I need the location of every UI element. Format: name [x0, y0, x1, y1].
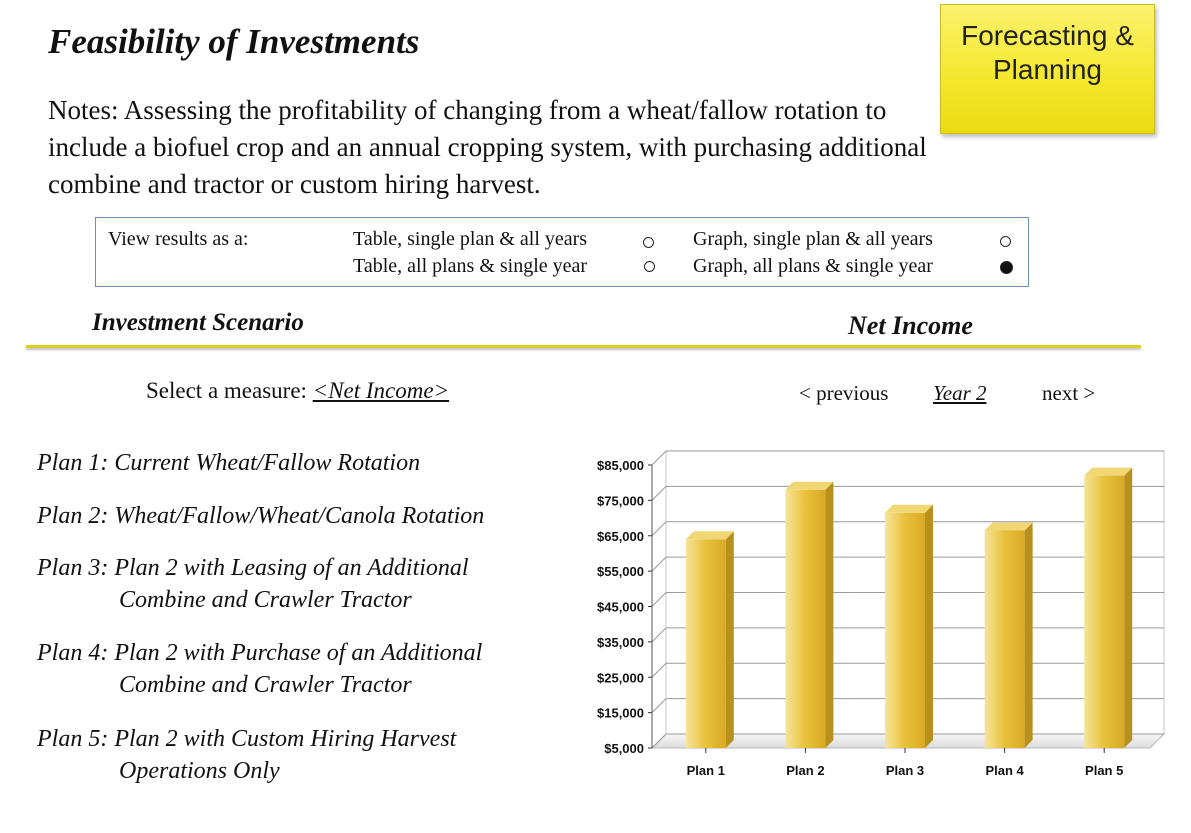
plan-4-description: Plan 4: Plan 2 with Purchase of an Addit… — [37, 637, 482, 701]
bar-side — [1124, 467, 1133, 748]
plan-1-description: Plan 1: Current Wheat/Fallow Rotation — [37, 447, 420, 479]
measure-selector: Select a measure: <Net Income> — [146, 378, 449, 404]
chart-gridline — [651, 521, 1164, 537]
x-axis-tick-label: Plan 5 — [1085, 763, 1123, 778]
radio-graph-all-plans[interactable] — [1000, 261, 1013, 274]
section-divider — [26, 345, 1141, 348]
notes-text: Notes: Assessing the profitability of ch… — [48, 95, 927, 199]
investment-scenario-heading: Investment Scenario — [92, 309, 304, 336]
plan-line-2: Combine and Crawler Tractor — [119, 587, 412, 613]
x-axis-tick-label: Plan 1 — [687, 763, 725, 778]
bar-side — [825, 481, 834, 748]
radio-table-single-plan[interactable] — [643, 237, 654, 248]
plan-line-1: Plan 5: Plan 2 with Custom Hiring Harves… — [37, 726, 457, 752]
section-badge: Forecasting & Planning — [940, 4, 1155, 134]
plan-5-description: Plan 5: Plan 2 with Custom Hiring Harves… — [37, 723, 456, 787]
bar — [984, 530, 1025, 748]
plan-2-description: Plan 2: Wheat/Fallow/Wheat/Canola Rotati… — [37, 500, 484, 532]
y-axis-tick-label: $65,000 — [597, 529, 644, 544]
page-title: Feasibility of Investments — [48, 22, 420, 61]
chart-gridline — [651, 485, 1164, 501]
bar-top — [984, 522, 1033, 531]
measure-dropdown[interactable]: <Net Income> — [312, 378, 450, 403]
badge-line-1: Forecasting & — [961, 20, 1134, 51]
option-table-all-plans[interactable]: Table, all plans & single year — [353, 255, 587, 278]
next-year-link[interactable]: next > — [1042, 381, 1096, 405]
chart-gridline — [651, 450, 1164, 466]
radio-graph-single-plan[interactable] — [1000, 236, 1011, 247]
plan-line-2: Operations Only — [119, 758, 280, 784]
y-axis-tick-label: $75,000 — [597, 493, 644, 508]
bar — [785, 489, 826, 748]
previous-year-link[interactable]: < previous — [799, 381, 889, 405]
y-axis-tick-label: $85,000 — [597, 458, 644, 473]
view-results-label: View results as a: — [108, 228, 249, 250]
plan-line-2: Combine and Crawler Tractor — [119, 672, 412, 698]
option-graph-all-plans[interactable]: Graph, all plans & single year — [693, 255, 933, 278]
plan-line-1: Plan 3: Plan 2 with Leasing of an Additi… — [37, 555, 469, 581]
bar-side — [1024, 522, 1033, 748]
view-results-panel: View results as a: Table, single plan & … — [95, 217, 1029, 287]
measure-prefix: Select a measure: — [146, 378, 313, 403]
x-axis-tick-label: Plan 3 — [886, 763, 924, 778]
bar-top — [785, 481, 834, 490]
bar-top — [885, 504, 933, 513]
plan-line-1: Plan 2: Wheat/Fallow/Wheat/Canola Rotati… — [37, 503, 485, 529]
y-axis-tick-label: $55,000 — [597, 564, 644, 579]
year-selector[interactable]: Year 2 — [933, 381, 987, 405]
y-axis-tick-label: $5,000 — [604, 741, 644, 756]
bar-side — [725, 531, 734, 748]
y-axis-tick-label: $15,000 — [597, 706, 644, 721]
bar — [885, 512, 925, 748]
bar-side — [925, 504, 933, 748]
bar — [1084, 475, 1125, 748]
y-axis-tick-label: $35,000 — [597, 635, 644, 650]
y-axis-tick-label: $25,000 — [597, 670, 644, 685]
y-axis-tick-label: $45,000 — [597, 600, 644, 615]
plan-line-1: Plan 1: Current Wheat/Fallow Rotation — [37, 450, 421, 476]
badge-line-2: Planning — [993, 54, 1102, 85]
option-graph-single-plan[interactable]: Graph, single plan & all years — [693, 228, 933, 251]
net-income-heading: Net Income — [848, 311, 973, 340]
bar-top — [1084, 467, 1133, 476]
option-label: Graph, all plans & single year — [693, 255, 933, 277]
plan-3-description: Plan 3: Plan 2 with Leasing of an Additi… — [37, 552, 469, 616]
option-table-single-plan[interactable]: Table, single plan & all years — [353, 228, 587, 251]
plan-line-1: Plan 4: Plan 2 with Purchase of an Addit… — [37, 640, 483, 666]
option-label: Graph, single plan & all years — [693, 228, 933, 250]
net-income-chart: $5,000 $15,000 $25,000 $35,000 $45,000 $55,00… — [597, 450, 1166, 778]
x-axis-tick-label: Plan 4 — [985, 763, 1024, 778]
bar-top — [685, 531, 734, 540]
x-axis-tick-label: Plan 2 — [786, 763, 824, 778]
radio-table-all-plans[interactable] — [644, 261, 655, 272]
option-label: Table, single plan & all years — [353, 228, 588, 250]
option-label: Table, all plans & single year — [353, 255, 588, 277]
bar — [685, 539, 726, 748]
